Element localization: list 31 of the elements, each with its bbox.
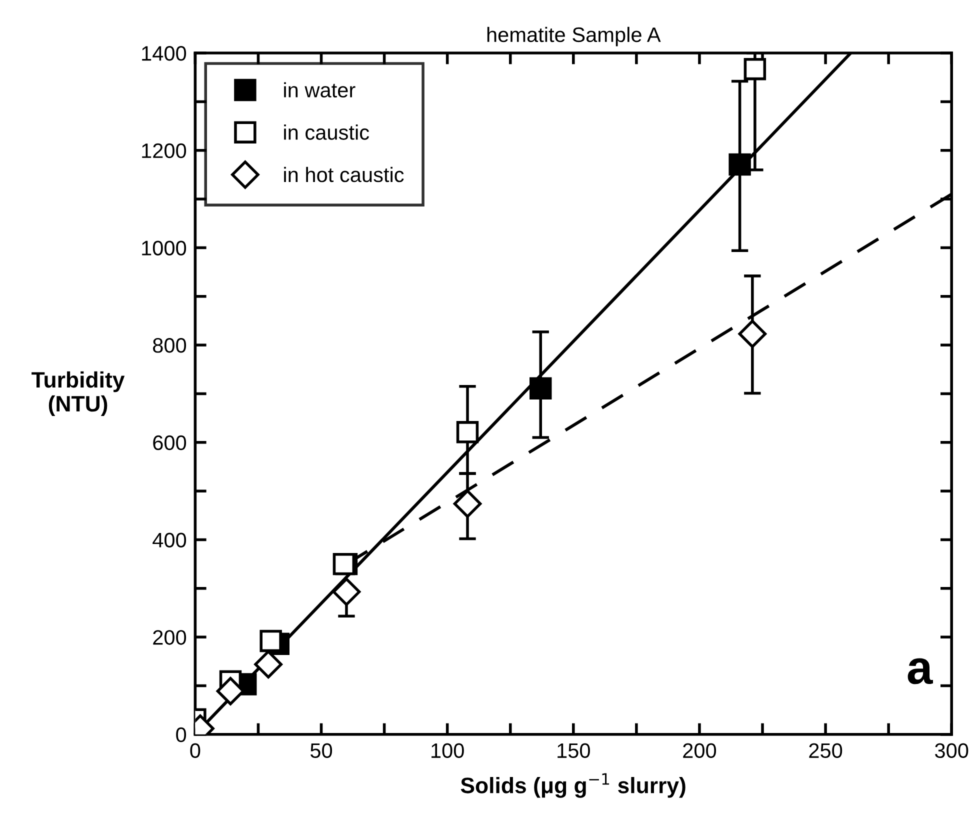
x-tick-label: 100 xyxy=(432,743,464,758)
chart-title: hematite Sample A xyxy=(487,26,661,46)
point xyxy=(453,490,482,518)
y-tick-label: 1200 xyxy=(142,143,186,158)
legend-label: in water xyxy=(284,82,356,98)
y-axis-title: Turbidity (NTU) xyxy=(32,371,125,416)
x-tick-label: 50 xyxy=(310,743,332,758)
y-tick-label: 200 xyxy=(153,630,186,645)
point xyxy=(456,421,479,444)
x-tick-label: 200 xyxy=(683,743,716,758)
y-tick-label: 400 xyxy=(152,532,186,548)
y-tick-label: 1400 xyxy=(142,46,186,61)
legend-label: in hot caustic xyxy=(284,166,404,182)
legend-label: in caustic xyxy=(284,124,369,140)
annotation: a xyxy=(908,658,933,684)
point xyxy=(254,650,282,678)
point xyxy=(744,58,766,80)
y-tick-label: 1000 xyxy=(142,240,186,256)
x-tick-label: 300 xyxy=(935,743,968,758)
point xyxy=(530,377,552,400)
x-axis-title: Solids (μg g$^{−1}$ slurry) xyxy=(460,773,686,798)
point xyxy=(738,320,767,348)
point xyxy=(728,153,751,176)
x-tick-label: 150 xyxy=(558,743,590,758)
y-tick-label: 0 xyxy=(176,727,186,742)
y-tick-label: 600 xyxy=(153,435,186,450)
point xyxy=(332,578,361,606)
point xyxy=(260,630,282,652)
y-tick-label: 800 xyxy=(153,338,186,353)
x-tick-label: 0 xyxy=(190,743,200,758)
x-tick-label: 250 xyxy=(809,743,842,758)
